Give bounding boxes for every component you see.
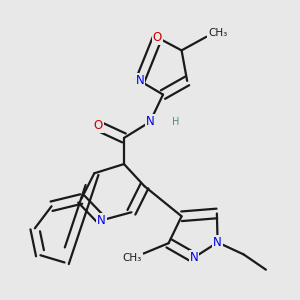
Text: N: N — [146, 116, 154, 128]
Text: CH₃: CH₃ — [122, 254, 142, 263]
Text: N: N — [190, 251, 198, 264]
Text: N: N — [97, 214, 106, 227]
Text: N: N — [136, 74, 144, 87]
Text: H: H — [172, 117, 180, 127]
Text: CH₃: CH₃ — [208, 28, 227, 38]
Text: O: O — [153, 31, 162, 44]
Text: N: N — [213, 236, 222, 249]
Text: O: O — [93, 119, 103, 132]
